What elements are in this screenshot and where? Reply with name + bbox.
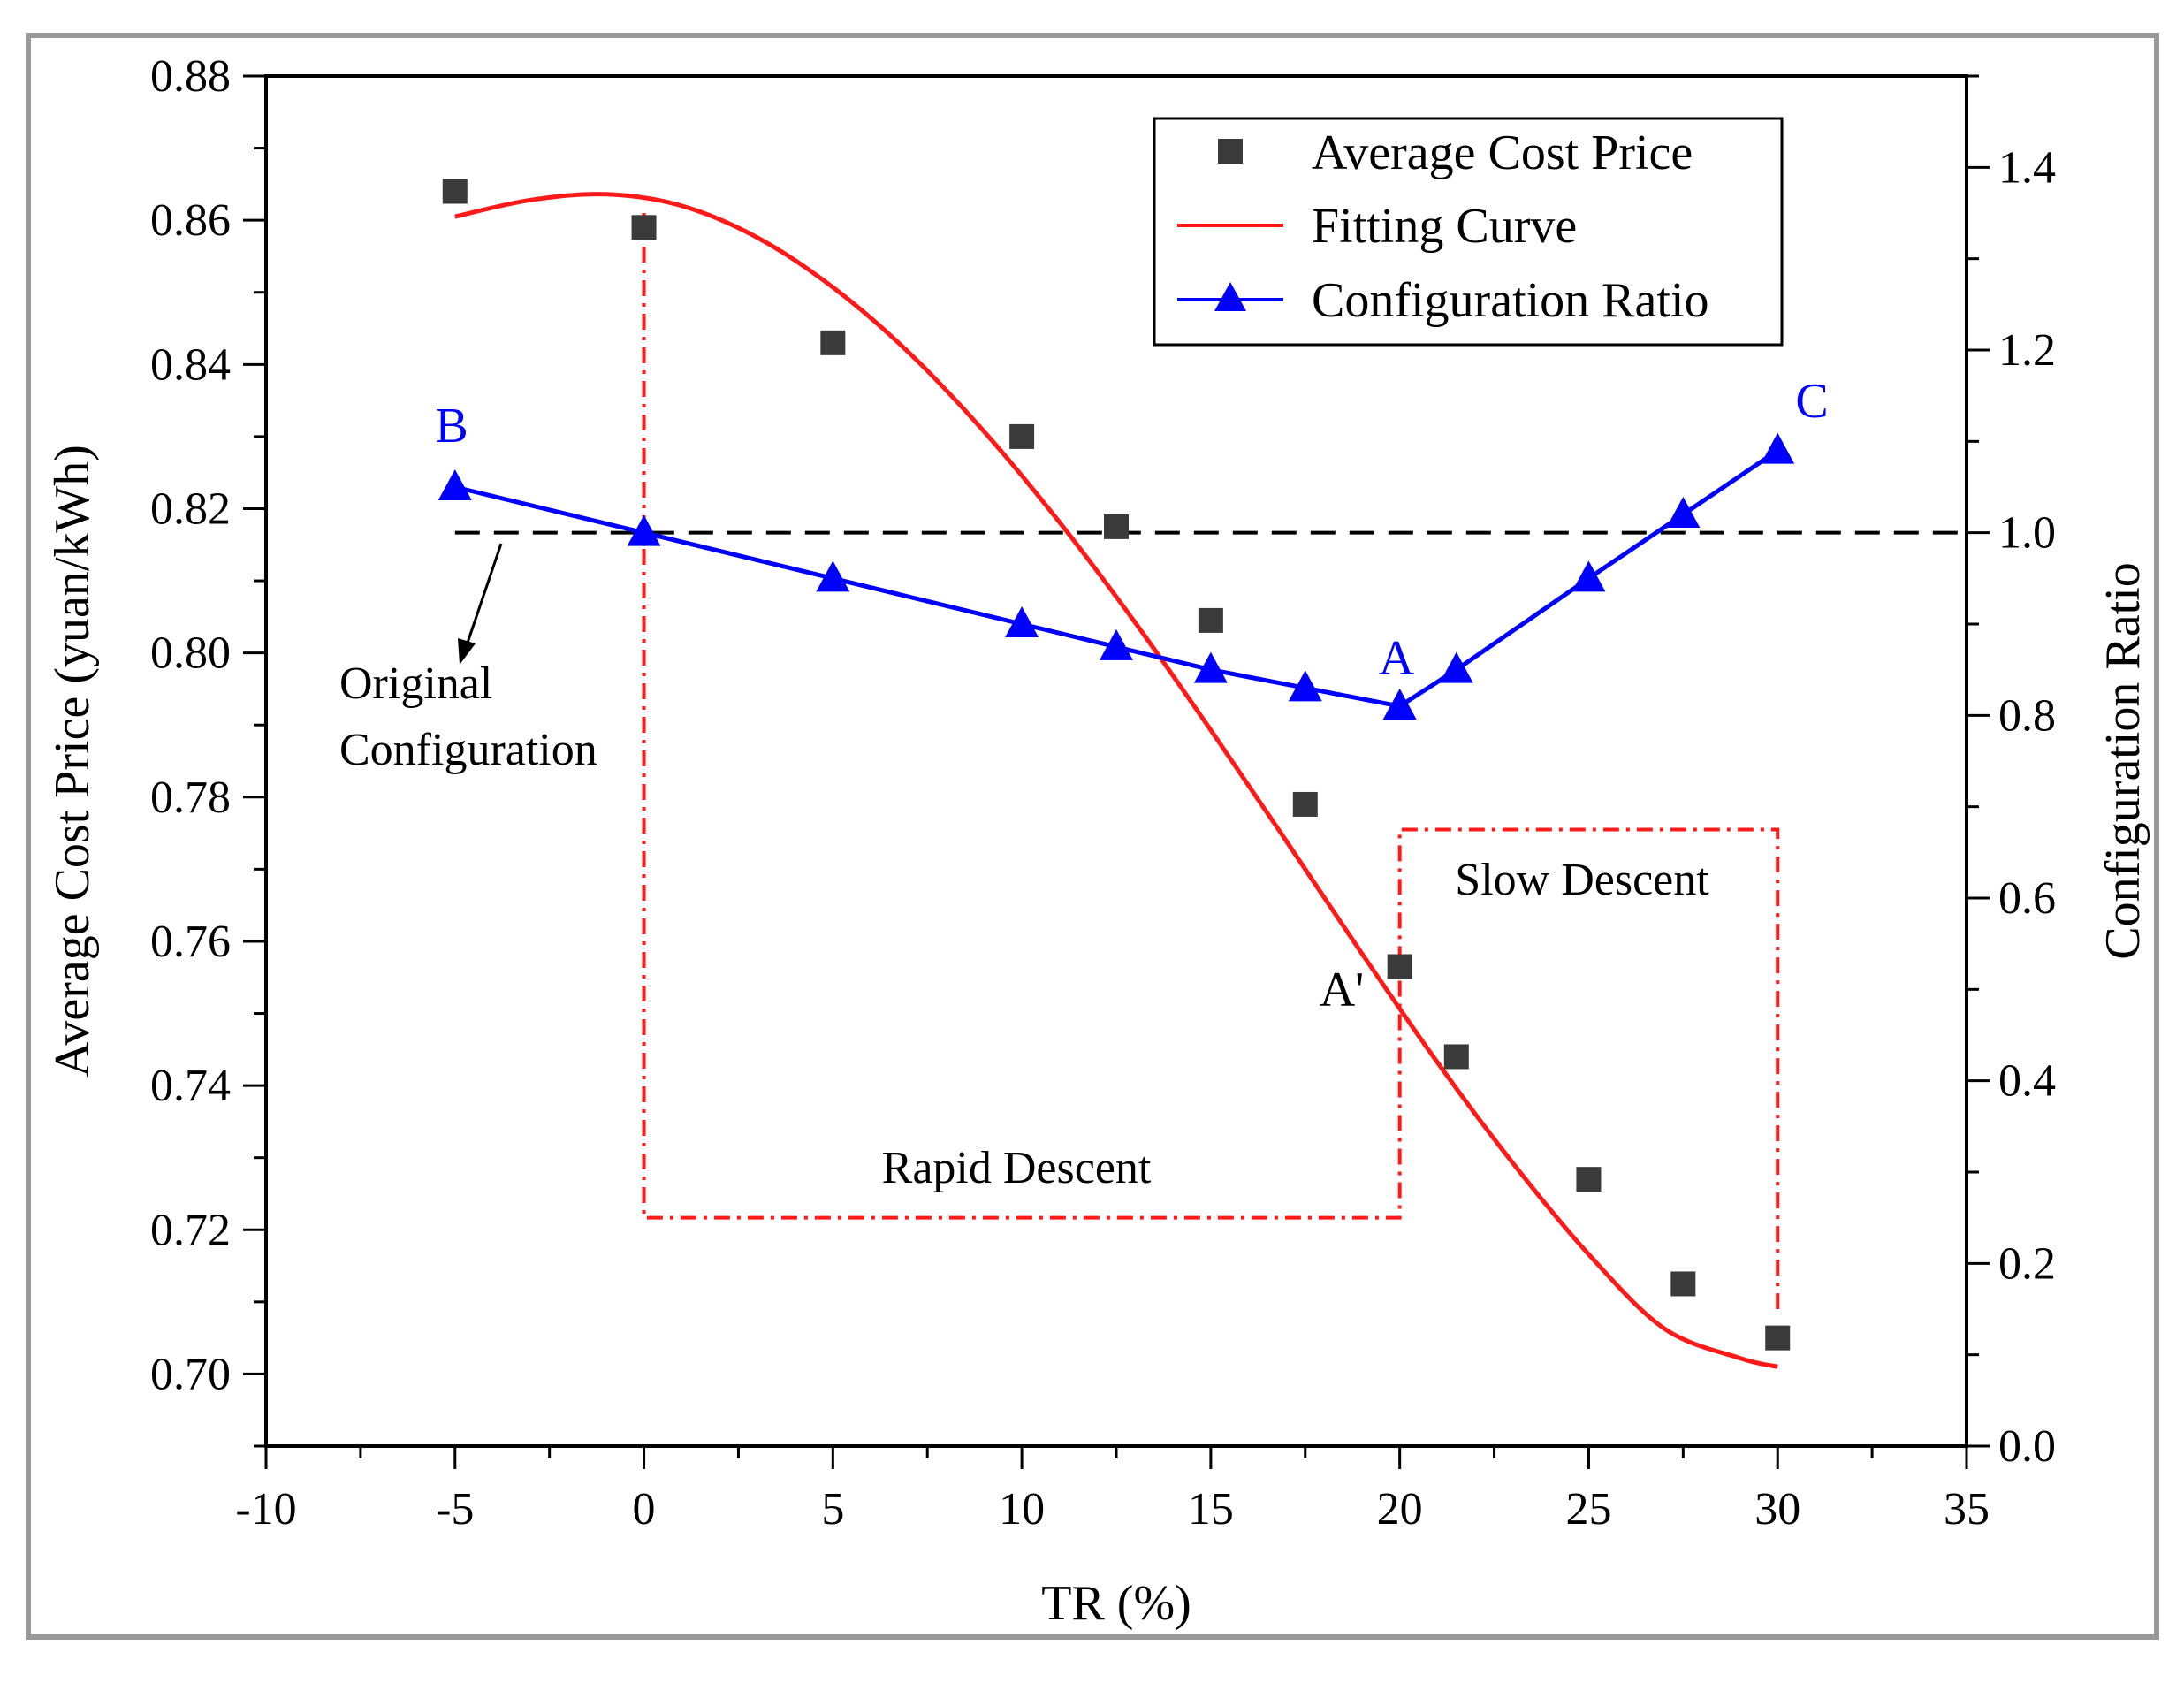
y2-tick-label: 0.6 (1998, 873, 2056, 924)
y-tick-label: 0.70 (150, 1349, 231, 1399)
average-cost-point (1198, 607, 1223, 633)
label-point-a: A (1379, 631, 1415, 686)
configuration-ratio-line (454, 448, 1779, 709)
average-cost-point (820, 330, 846, 355)
configuration-ratio-point (1666, 497, 1701, 528)
region-rapid-descent (642, 213, 1402, 1220)
y-tick-label: 0.84 (150, 339, 231, 390)
y-tick-label: 0.82 (150, 484, 231, 534)
y-tick-label: 0.86 (150, 195, 231, 246)
legend-label-avg-cost: Average Cost Price (1312, 126, 1693, 180)
configuration-ratio-point (1382, 689, 1417, 720)
x-tick-label: 30 (1754, 1484, 1800, 1534)
y2-tick-label: 0.0 (1998, 1421, 2056, 1472)
configuration-ratio-point (1193, 651, 1228, 683)
x-tick-label: 10 (999, 1484, 1045, 1534)
configuration-ratio-point (816, 560, 850, 592)
y2-tick-label: 1.2 (1998, 325, 2056, 376)
fitting-curve-line (454, 192, 1778, 1369)
y-tick-label: 0.78 (150, 773, 231, 823)
y-tick-label: 0.80 (150, 628, 231, 679)
configuration-ratio-point (1761, 432, 1795, 464)
configuration-ratio-point (438, 469, 472, 500)
average-cost-point (1576, 1167, 1602, 1192)
configuration-ratio-point (1571, 560, 1606, 592)
configuration-ratio-point (627, 514, 661, 546)
label-point-a-prime: A' (1320, 963, 1365, 1017)
legend-triangle-marker (1214, 282, 1246, 311)
tick-marks (243, 74, 1990, 1469)
series-layer (438, 179, 1795, 1369)
annotation-arrow-head (458, 638, 476, 665)
x-tick-label: 25 (1565, 1484, 1611, 1534)
y2-tick-label: 0.4 (1998, 1056, 2056, 1107)
average-cost-point (442, 179, 468, 204)
tick-labels: -10 -5 0 5 10 15 20 25 30 35 0.70 0.72 0.74 0.76 0.78 0… (150, 51, 2056, 1534)
y2-tick-label: 1.4 (1998, 142, 2056, 193)
average-cost-point (1765, 1325, 1791, 1351)
annotation-arrow-shaft (465, 543, 503, 646)
outer-frame (26, 33, 2159, 1640)
legend-box (1153, 117, 1784, 346)
annotation-slow-descent: Slow Descent (1455, 855, 1709, 905)
configuration-ratio-point (1100, 628, 1133, 660)
average-cost-point (631, 215, 657, 240)
y-tick-label: 0.88 (150, 51, 231, 102)
region-slow-descent (1397, 827, 1780, 1309)
average-cost-point (1670, 1271, 1696, 1297)
region-boxes (642, 213, 1780, 1309)
average-cost-point (1443, 1044, 1469, 1070)
average-cost-point (1387, 954, 1412, 979)
x-tick-label: 20 (1377, 1484, 1423, 1534)
configuration-ratio-point (1288, 670, 1322, 702)
y-axis-title: Average Cost Price (yuan/kWh) (45, 445, 100, 1078)
y-tick-label: 0.76 (150, 917, 231, 967)
legend-square-marker (1218, 139, 1243, 164)
label-point-b: B (435, 399, 468, 453)
average-cost-point (1292, 791, 1318, 817)
y-tick-label: 0.74 (150, 1061, 231, 1111)
x-tick-label: -5 (436, 1484, 474, 1534)
legend-label-fitting: Fitting Curve (1312, 199, 1577, 254)
average-cost-point (1009, 423, 1035, 449)
y-tick-label: 0.72 (150, 1205, 231, 1255)
annotation-rapid-descent: Rapid Descent (882, 1143, 1152, 1193)
x-axis-title: TR (%) (1041, 1576, 1191, 1631)
x-tick-label: 35 (1944, 1484, 1990, 1534)
x-tick-label: -10 (235, 1484, 296, 1534)
legend: Average Cost Price Fitting Curve Configu… (1153, 117, 1784, 346)
label-point-c: C (1795, 374, 1828, 429)
average-cost-point (1104, 514, 1129, 539)
annotation-original-1: Original (339, 659, 492, 709)
y2-tick-label: 0.2 (1998, 1238, 2056, 1289)
y2-tick-label: 0.8 (1998, 690, 2056, 741)
legend-label-config: Configuration Ratio (1312, 273, 1709, 328)
configuration-ratio-point (1005, 606, 1039, 637)
y2-tick-label: 1.0 (1998, 508, 2056, 559)
annotation-original-2: Configuration (339, 725, 597, 775)
x-tick-label: 15 (1188, 1484, 1234, 1534)
y2-axis-title: Configuration Ratio (2096, 562, 2150, 960)
x-tick-label: 0 (633, 1484, 656, 1534)
x-tick-label: 5 (821, 1484, 844, 1534)
configuration-ratio-point (1439, 651, 1473, 683)
